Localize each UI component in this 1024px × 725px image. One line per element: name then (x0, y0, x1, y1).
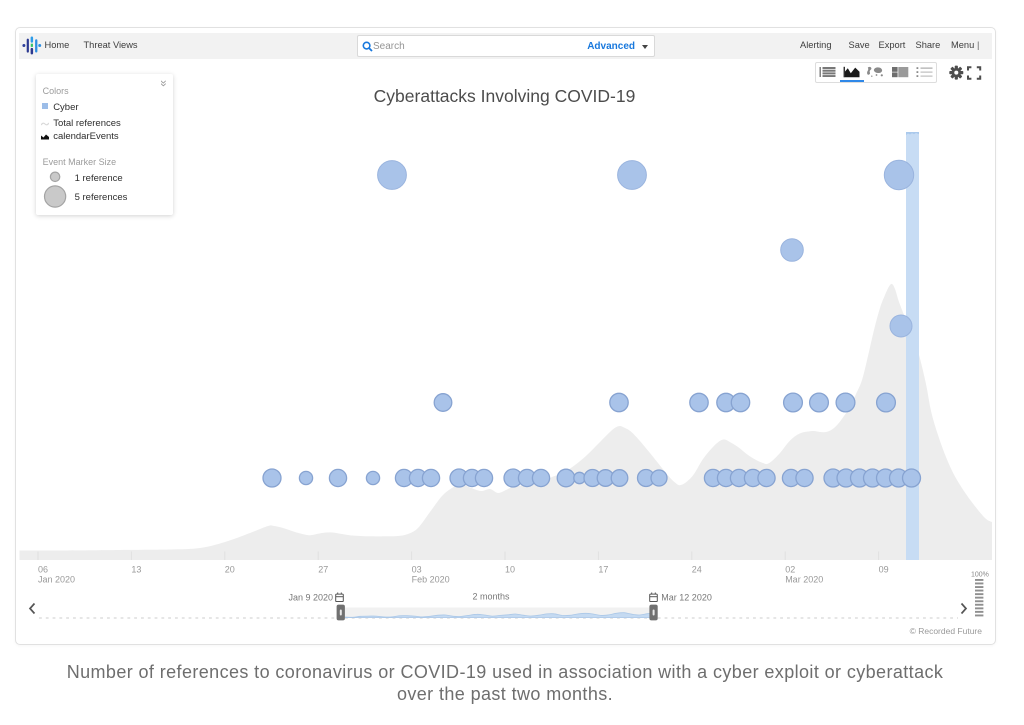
svg-text:02: 02 (785, 565, 795, 575)
svg-text:27: 27 (318, 565, 328, 575)
svg-text:Jan 9 2020: Jan 9 2020 (288, 593, 333, 603)
svg-text:10: 10 (505, 565, 515, 575)
svg-text:24: 24 (692, 565, 702, 575)
svg-text:2 months: 2 months (472, 592, 510, 602)
svg-text:Jan 2020: Jan 2020 (38, 575, 75, 585)
svg-text:09: 09 (879, 565, 889, 575)
svg-text:20: 20 (225, 565, 235, 575)
svg-text:17: 17 (598, 565, 608, 575)
svg-text:Mar 12 2020: Mar 12 2020 (661, 593, 712, 603)
svg-text:Feb 2020: Feb 2020 (412, 575, 450, 585)
svg-text:100%: 100% (971, 572, 989, 579)
svg-text:13: 13 (131, 565, 141, 575)
svg-text:03: 03 (412, 565, 422, 575)
svg-text:06: 06 (38, 565, 48, 575)
svg-text:© Recorded Future: © Recorded Future (910, 626, 983, 636)
svg-text:Mar 2020: Mar 2020 (785, 575, 823, 585)
